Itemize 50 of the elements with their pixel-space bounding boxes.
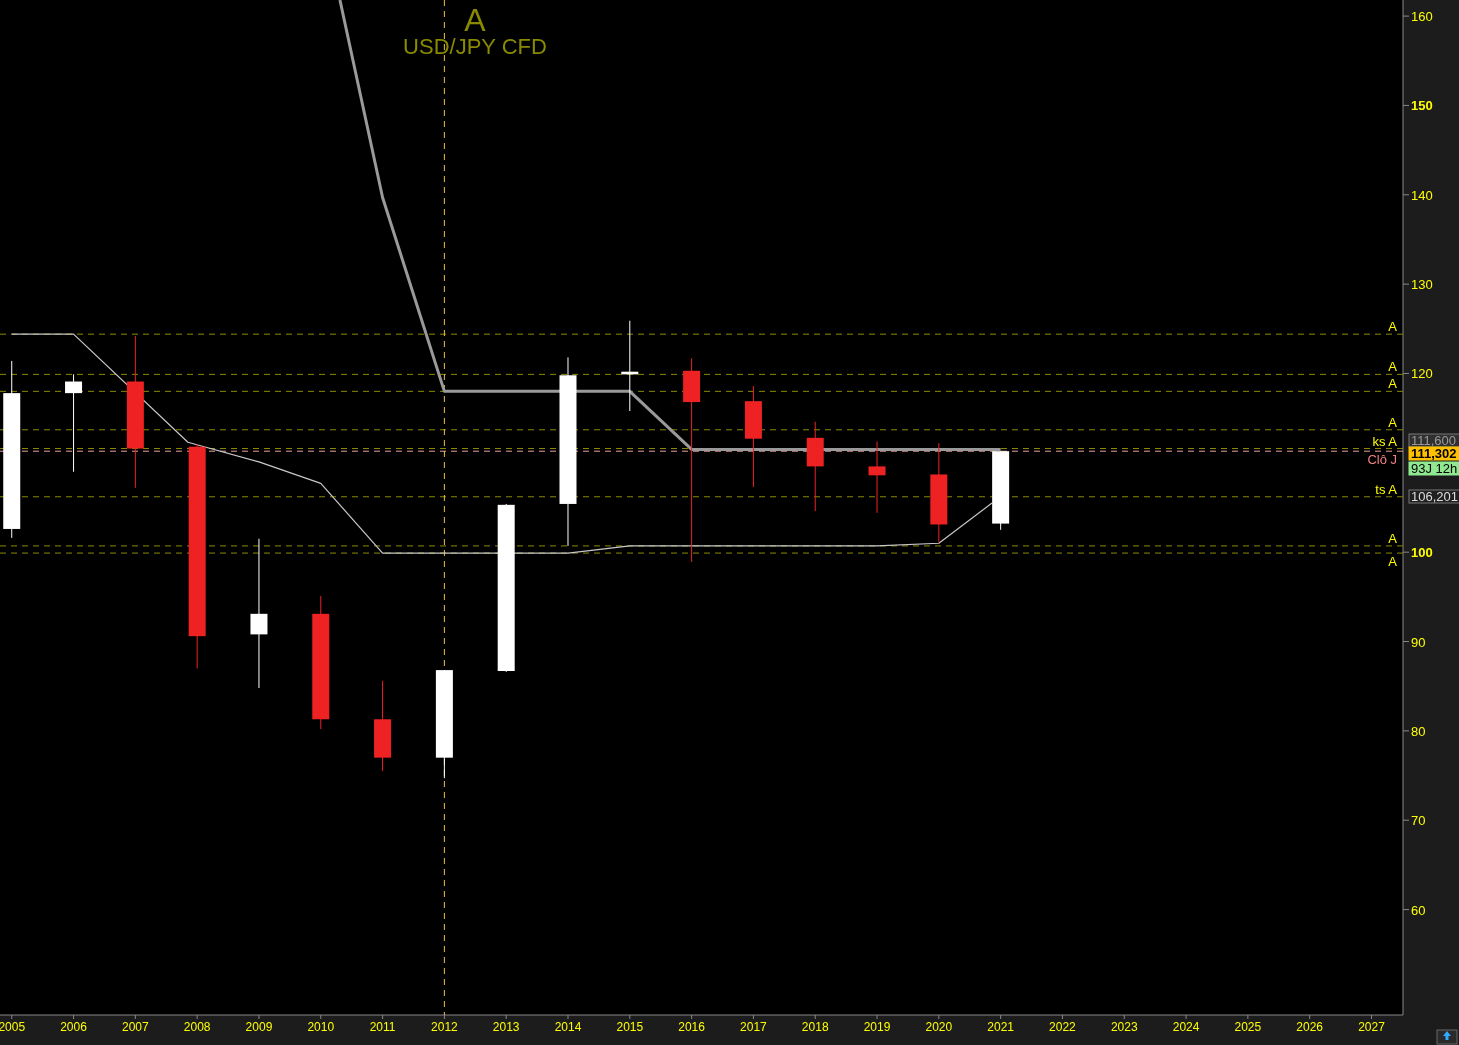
- y-tick-label: 120: [1411, 366, 1433, 382]
- ref-line-label: A: [1388, 530, 1398, 546]
- x-tick-label: 2017: [740, 1020, 768, 1034]
- y-tick-label: 60: [1411, 902, 1426, 918]
- x-tick-label: 2014: [554, 1020, 582, 1034]
- x-tick-label: 2020: [925, 1020, 953, 1034]
- x-tick-label: 2008: [183, 1020, 211, 1034]
- ref-line-label: A: [1388, 376, 1398, 392]
- line-series: [11, 333, 993, 554]
- x-tick-label: 2026: [1296, 1020, 1324, 1034]
- x-tick-label: 2019: [863, 1020, 891, 1034]
- y-tick-label: 90: [1411, 634, 1426, 650]
- y-tick-label: 160: [1411, 9, 1433, 25]
- candlestick: [250, 538, 268, 689]
- line-series: [338, 0, 1003, 451]
- x-tick-label: 2006: [60, 1020, 88, 1034]
- x-tick-label: 2011: [369, 1020, 396, 1034]
- ref-line-label: ts A: [1375, 481, 1398, 497]
- y-tick-label: 130: [1411, 277, 1433, 293]
- x-tick-label: 2021: [987, 1020, 1015, 1034]
- ref-line-label: A: [1388, 319, 1398, 335]
- text: 93J 12h: [1411, 461, 1458, 476]
- x-tick-label: 2016: [678, 1020, 706, 1034]
- x-tick-label: 2009: [245, 1020, 273, 1034]
- x-tick-label: 2025: [1234, 1020, 1262, 1034]
- text: 111,302: [1411, 446, 1457, 461]
- candlestick: [868, 440, 886, 514]
- ref-line-label: A: [1388, 359, 1398, 375]
- x-tick-label: 2023: [1110, 1020, 1138, 1034]
- x-tick-label: 2027: [1358, 1020, 1386, 1034]
- ref-line-label: A: [1388, 554, 1398, 570]
- candlestick: [65, 373, 83, 473]
- y-tick-label: 100: [1411, 545, 1433, 561]
- ref-line-label: ks A: [1372, 433, 1398, 449]
- x-tick-label: 2022: [1049, 1020, 1077, 1034]
- x-tick-label: 2015: [616, 1020, 644, 1034]
- y-tick-label: 140: [1411, 187, 1433, 203]
- y-tick-label: 70: [1411, 813, 1426, 829]
- ref-line-label: A: [1388, 414, 1398, 430]
- y-tick-label: 80: [1411, 723, 1426, 739]
- text: 106,201: [1411, 489, 1458, 504]
- text: 111,600: [1411, 433, 1457, 448]
- x-tick-label: 2024: [1172, 1020, 1200, 1034]
- ref-line-label: Clô J: [1367, 452, 1397, 468]
- x-tick-label: 2013: [492, 1020, 520, 1034]
- x-tick-label: 2010: [307, 1020, 335, 1034]
- x-tick-label: 2007: [122, 1020, 150, 1034]
- x-tick-label: 2018: [801, 1020, 829, 1034]
- y-tick-label: 150: [1411, 98, 1433, 114]
- x-tick-label: 2012: [431, 1020, 459, 1034]
